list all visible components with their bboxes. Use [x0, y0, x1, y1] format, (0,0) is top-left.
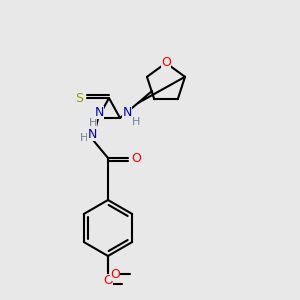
Text: N: N [94, 106, 104, 118]
Text: N: N [87, 128, 97, 140]
Text: O: O [161, 56, 171, 70]
Text: N: N [122, 106, 132, 118]
Text: H: H [89, 118, 97, 128]
Text: O: O [110, 268, 120, 281]
Text: H: H [132, 117, 140, 127]
Text: O: O [131, 152, 141, 164]
Text: O: O [103, 274, 113, 286]
Text: H: H [80, 133, 88, 143]
Text: S: S [75, 92, 83, 104]
